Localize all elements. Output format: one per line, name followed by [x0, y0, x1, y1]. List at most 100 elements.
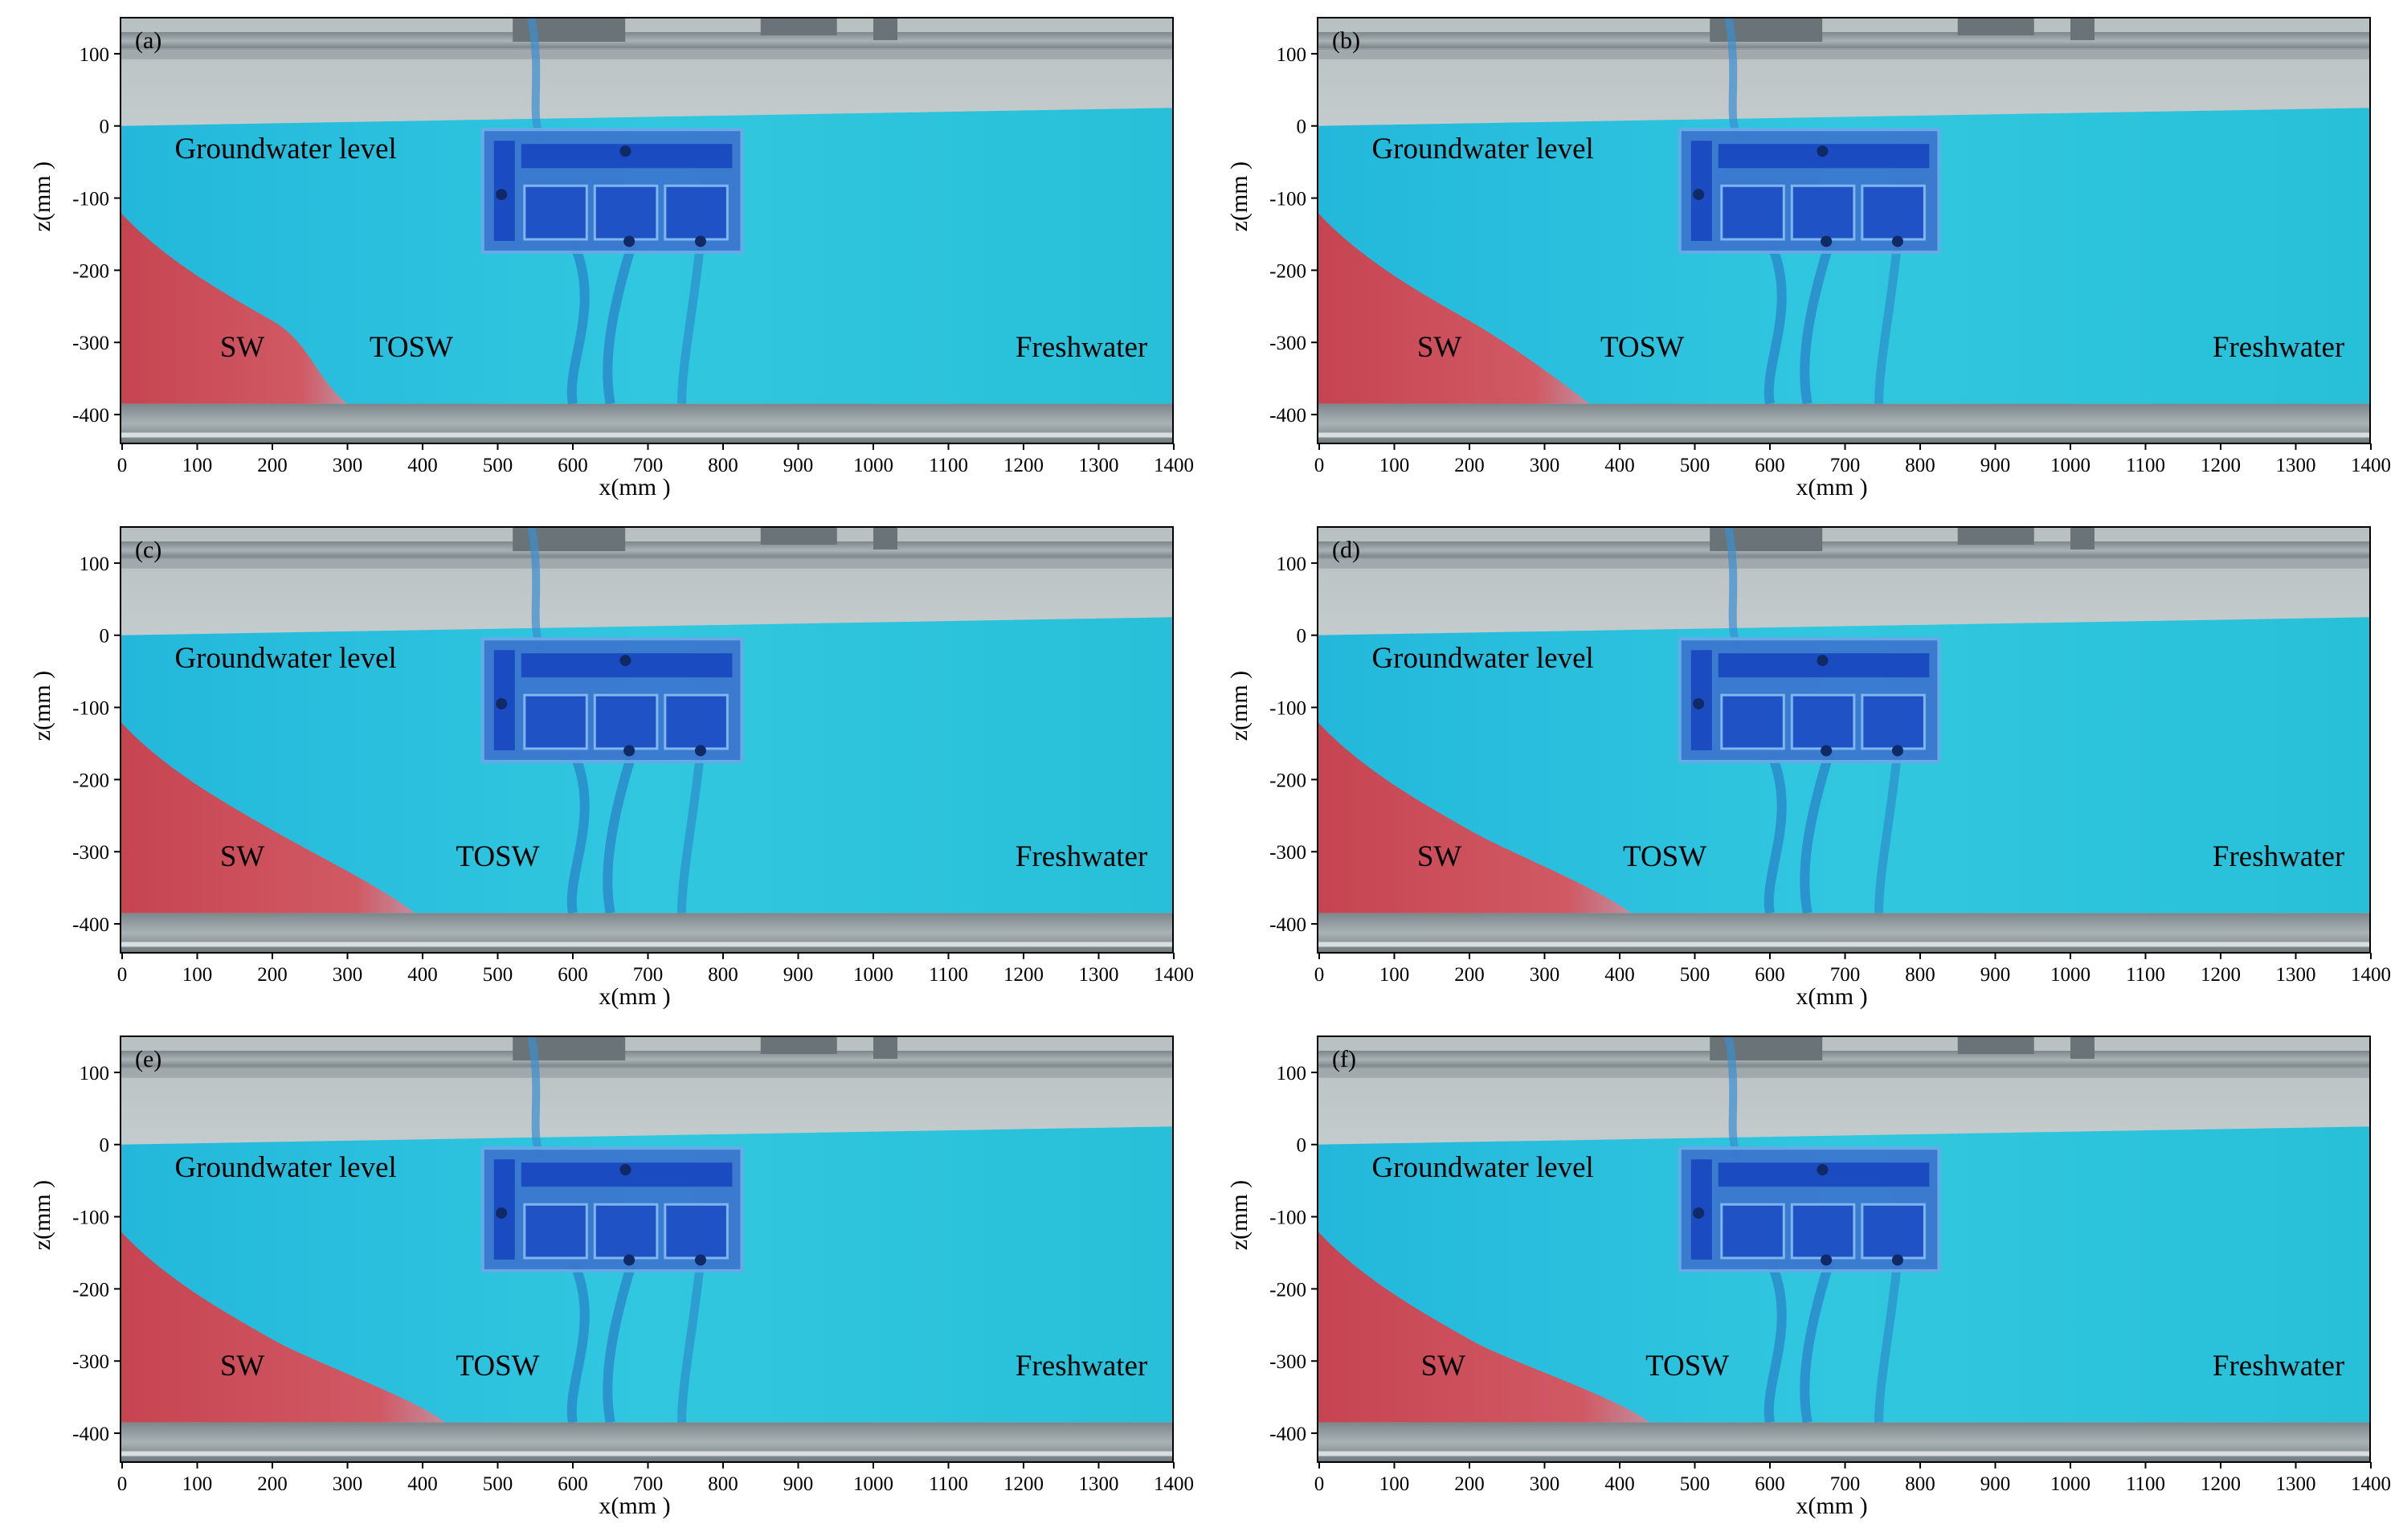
y-tick-label: -200	[72, 1279, 109, 1301]
y-tick-label: -300	[72, 333, 109, 354]
tube	[677, 240, 705, 404]
measure-tape	[121, 942, 1173, 947]
x-tick-label: 600	[1755, 964, 1785, 986]
top-frame-bar	[1318, 541, 2370, 559]
top-frame-bar	[1318, 1066, 2370, 1078]
x-tick-label: 400	[407, 964, 438, 986]
tube	[677, 750, 705, 913]
freshwater-region	[1318, 617, 2370, 913]
sensor-dot	[1891, 745, 1903, 757]
x-tick-label: 1200	[2201, 455, 2241, 476]
x-tick-label: 200	[1454, 455, 1485, 476]
x-tick-label: 200	[1454, 1473, 1485, 1495]
frame-clamp	[1957, 18, 2034, 35]
x-tick-label: 1100	[2126, 1473, 2165, 1495]
x-tick-label: 800	[708, 455, 738, 476]
y-tick-label: -100	[1269, 698, 1306, 720]
frame-clamp	[873, 18, 897, 40]
y-tick-label: 100	[1277, 554, 1307, 575]
x-tick-label: 0	[117, 964, 128, 986]
y-tick-label: -400	[72, 914, 109, 936]
sensor-dot	[1821, 235, 1833, 247]
panel-label: (a)	[135, 27, 161, 54]
device-cell	[664, 693, 729, 750]
saltwater-wedge	[1318, 1231, 1650, 1423]
y-tick-label: 0	[1297, 116, 1307, 138]
y-axis-title: z(mm )	[29, 1180, 55, 1250]
top-frame-bar	[1318, 31, 2370, 50]
groundwater-level-label: Groundwater level	[174, 1151, 396, 1184]
tube	[603, 239, 638, 405]
sensor-dot	[619, 1164, 631, 1176]
top-frame-bar	[121, 1050, 1173, 1068]
top-frame-bar	[121, 47, 1173, 59]
bottom-rail	[121, 913, 1173, 953]
freshwater-region	[121, 1126, 1173, 1423]
x-tick-label: 1300	[2276, 455, 2316, 476]
tosw-label: TOSW	[1623, 840, 1706, 873]
y-tick-label: -100	[72, 189, 109, 210]
x-tick-label: 1000	[2050, 1473, 2090, 1495]
tube	[1800, 1258, 1835, 1424]
sensor-dot	[619, 655, 631, 667]
x-tick-label: 600	[558, 964, 588, 986]
freshwater-label: Freshwater	[1016, 1350, 1147, 1383]
frame-clamp	[873, 527, 897, 549]
tube	[566, 748, 590, 914]
measure-tape	[121, 432, 1173, 438]
x-tick-label: 400	[407, 455, 438, 476]
x-tick-label: 700	[1830, 455, 1861, 476]
x-tick-label: 300	[1530, 1473, 1560, 1495]
x-tick-label: 1000	[2050, 455, 2090, 476]
plot-frame	[1317, 1036, 2371, 1463]
sensor-dot	[1891, 235, 1903, 247]
x-tick-label: 300	[1530, 455, 1560, 476]
x-tick-label: 1300	[1079, 964, 1119, 986]
device-cell	[1720, 1203, 1785, 1260]
x-tick-label: 1400	[2351, 455, 2391, 476]
tube	[1763, 1257, 1787, 1424]
panel-label: (c)	[135, 537, 161, 563]
x-tick-label: 500	[1680, 455, 1710, 476]
measure-tape	[1318, 942, 2370, 947]
top-frame-bar	[121, 557, 1173, 569]
x-tick-label: 800	[1905, 1473, 1935, 1495]
x-tick-label: 700	[633, 455, 664, 476]
tosw-label: TOSW	[1600, 331, 1684, 364]
freshwater-label: Freshwater	[2213, 1350, 2344, 1383]
x-tick-label: 0	[117, 1473, 128, 1495]
saltwater-label: SW	[220, 840, 265, 873]
x-tick-label: 600	[558, 455, 588, 476]
x-axis-title: x(mm )	[599, 983, 670, 1010]
device-cell	[664, 1203, 729, 1260]
x-tick-label: 1300	[1079, 455, 1119, 476]
y-tick-label: -400	[1269, 1424, 1306, 1445]
x-tick-label: 300	[333, 455, 363, 476]
x-tick-label: 100	[1379, 455, 1410, 476]
panel-b: 0 100 200 300 400 500 600 700 800 900 1000 1100 1200…	[1226, 17, 2391, 500]
x-tick-label: 1100	[929, 964, 968, 986]
panel-c: 0 100 200 300 400 500 600 700 800 900 1000 1100 1200…	[29, 526, 1194, 1010]
x-tick-label: 700	[633, 1473, 664, 1495]
x-tick-label: 1300	[2276, 1473, 2316, 1495]
x-tick-label: 700	[1830, 1473, 1861, 1495]
y-tick-label: 100	[1277, 1063, 1307, 1085]
tube	[1763, 748, 1787, 914]
x-tick-label: 900	[783, 1473, 814, 1495]
saltwater-label: SW	[220, 1350, 265, 1383]
y-tick-label: 100	[1277, 44, 1307, 66]
y-tick-label: -100	[72, 1207, 109, 1229]
x-tick-label: 1300	[2276, 964, 2316, 986]
y-tick-label: -200	[72, 260, 109, 282]
x-tick-label: 700	[1830, 964, 1861, 986]
panel-label: (d)	[1332, 537, 1360, 563]
y-tick-label: -200	[72, 770, 109, 791]
y-tick-label: -400	[72, 405, 109, 427]
x-tick-label: 400	[1604, 455, 1635, 476]
y-tick-label: -300	[72, 842, 109, 864]
top-frame-bar	[121, 1066, 1173, 1078]
x-tick-label: 300	[333, 964, 363, 986]
saltwater-label: SW	[1417, 331, 1462, 364]
measure-tape	[1318, 1451, 2370, 1456]
x-tick-label: 100	[1379, 964, 1410, 986]
